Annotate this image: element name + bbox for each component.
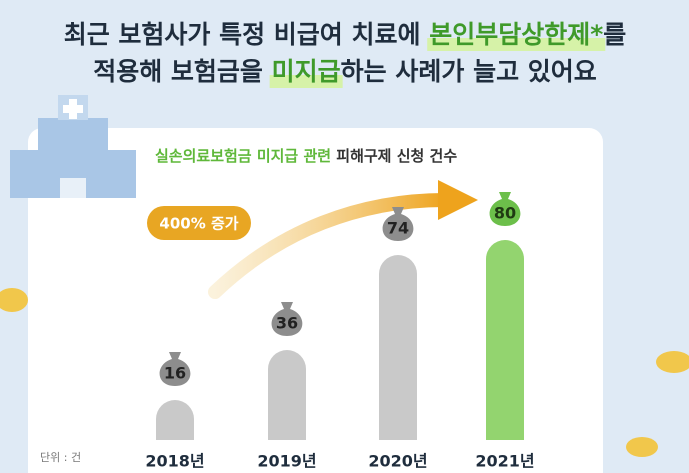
building-icon xyxy=(10,95,136,198)
title-text: 하는 사례가 늘고 있어요 xyxy=(341,57,597,86)
growth-arrow xyxy=(208,193,452,299)
title-line: 적용해 보험금을 미지급하는 사례가 늘고 있어요 xyxy=(93,57,597,86)
money-bag xyxy=(489,192,521,226)
bar xyxy=(486,240,524,440)
title-text: 최근 보험사가 특정 비급여 치료에 xyxy=(64,20,430,49)
value-label: 16 xyxy=(164,364,186,383)
x-tick-label: 2019년 xyxy=(257,452,316,471)
coin xyxy=(626,437,658,457)
bar xyxy=(156,400,194,440)
bar xyxy=(268,350,306,440)
bar xyxy=(379,255,417,440)
annotation-pill xyxy=(147,206,251,240)
value-label: 74 xyxy=(387,219,409,238)
annotation: 400% 증가 xyxy=(159,215,238,233)
title-text: 를 xyxy=(603,20,626,49)
subtitle-part: 피해구제 신청 건수 xyxy=(336,147,457,165)
title-highlight: 본인부담상한제* xyxy=(429,20,603,49)
subtitle: 실손의료보험금 미지급 관련 피해구제 신청 건수 xyxy=(155,147,457,165)
x-tick-label: 2021년 xyxy=(475,452,534,471)
money-bag xyxy=(382,207,414,241)
coin xyxy=(0,288,28,312)
subtitle-part: 실손의료보험금 미지급 관련 xyxy=(155,147,336,165)
title-highlight: 미지급 xyxy=(272,57,341,86)
money-bag xyxy=(159,352,191,386)
money-bag xyxy=(271,302,303,336)
title-highlight-bg xyxy=(269,75,343,88)
title-highlight-bg xyxy=(427,38,606,51)
unit-label: 단위 : 건 xyxy=(40,451,81,464)
title-line: 최근 보험사가 특정 비급여 치료에 본인부담상한제*를 xyxy=(64,20,627,49)
value-label: 36 xyxy=(276,314,298,333)
x-tick-label: 2020년 xyxy=(368,452,427,471)
arrow-head xyxy=(438,180,478,220)
x-tick-label: 2018년 xyxy=(145,452,204,471)
value-label: 80 xyxy=(494,204,516,223)
coin xyxy=(656,351,689,373)
title-text: 적용해 보험금을 xyxy=(93,57,271,86)
